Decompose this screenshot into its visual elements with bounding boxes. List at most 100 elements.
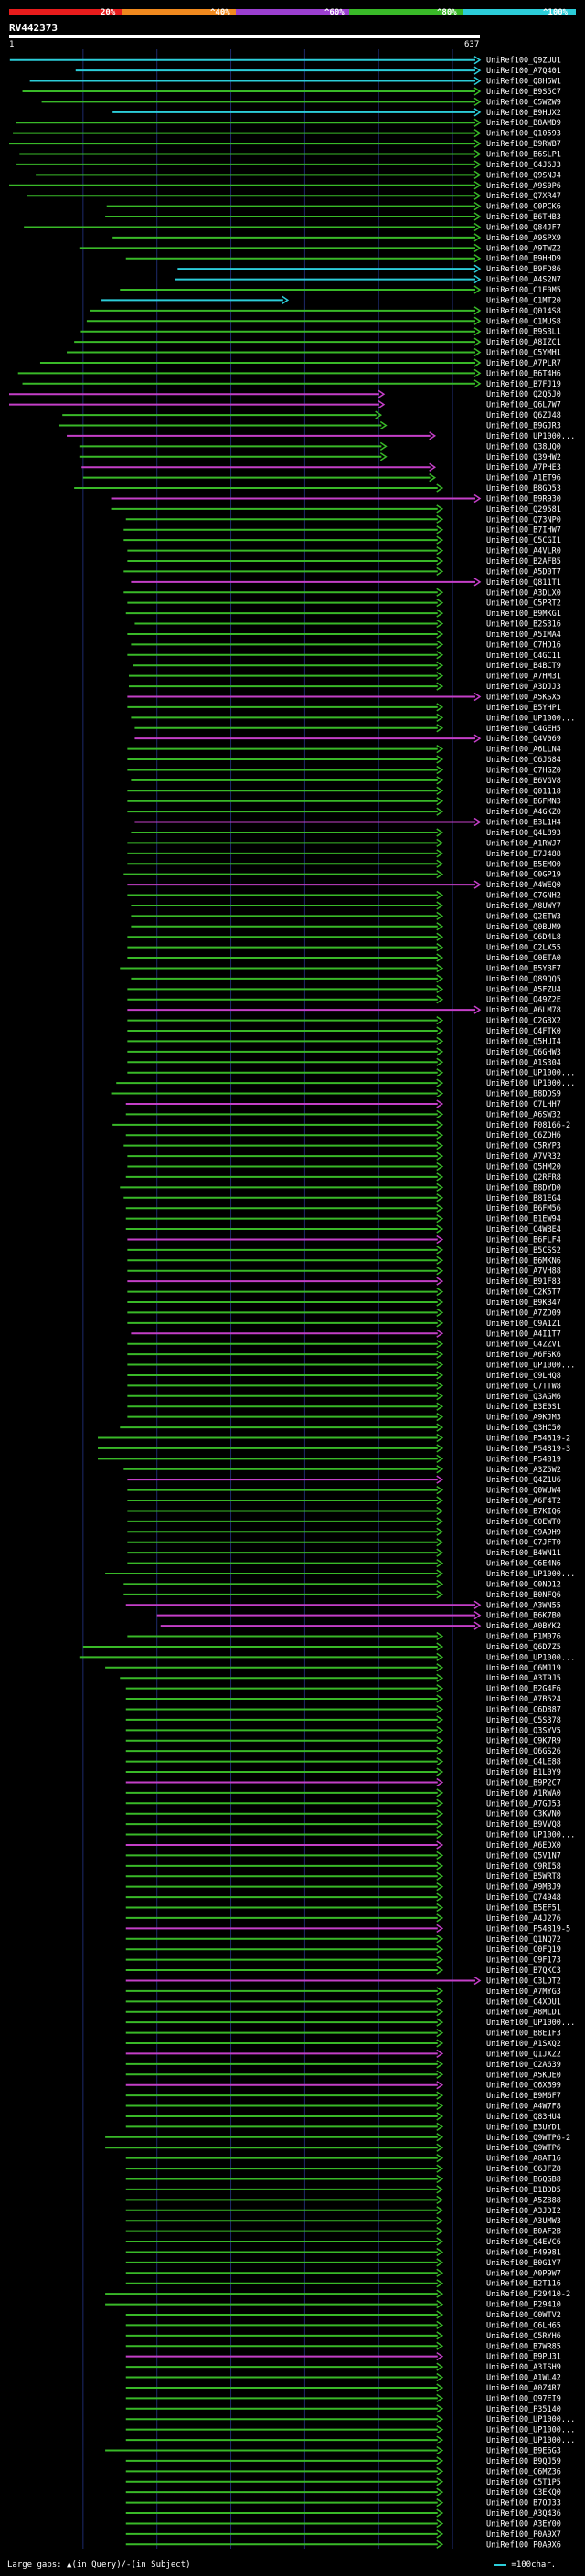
- hit-row[interactable]: UniRef100_A3WN55: [125, 1600, 561, 1610]
- hit-row[interactable]: UniRef100_A6LLN4: [127, 744, 561, 755]
- hit-label[interactable]: UniRef100_B9HHD9: [486, 255, 561, 264]
- hit-label[interactable]: UniRef100_C0WTV2: [486, 2311, 561, 2320]
- hit-row[interactable]: UniRef100_P08166-2: [112, 1120, 570, 1130]
- hit-label[interactable]: UniRef100_C1E0M5: [486, 286, 561, 295]
- hit-row[interactable]: UniRef100_Q5V1N7: [125, 1850, 561, 1860]
- hit-label[interactable]: UniRef100_A0P9W7: [486, 2269, 561, 2278]
- hit-row[interactable]: UniRef100_A1ET96: [82, 472, 561, 483]
- hit-row[interactable]: UniRef100_B6FLF4: [127, 1235, 561, 1245]
- hit-label[interactable]: UniRef100_Q4L893: [486, 829, 561, 838]
- hit-label[interactable]: UniRef100_A9SPX9: [486, 234, 561, 243]
- hit-label[interactable]: UniRef100_B6THB3: [486, 213, 561, 222]
- hit-row[interactable]: UniRef100_B5YHP1: [127, 703, 561, 713]
- hit-row[interactable]: UniRef100_A0BYK2: [160, 1621, 561, 1631]
- hit-label[interactable]: UniRef100_B3UYD1: [486, 2123, 561, 2132]
- hit-row[interactable]: UniRef100_C7JFT0: [127, 1538, 561, 1548]
- hit-label[interactable]: UniRef100_Q2RFR8: [486, 1173, 561, 1182]
- hit-row[interactable]: UniRef100_P29410: [105, 2299, 561, 2310]
- hit-row[interactable]: UniRef100_UP1000...: [131, 713, 575, 723]
- hit-label[interactable]: UniRef100_B6T4H6: [486, 369, 561, 378]
- hit-row[interactable]: UniRef100_Q4EVC6: [125, 2237, 561, 2247]
- hit-label[interactable]: UniRef100_C7TTW8: [486, 1382, 561, 1391]
- hit-row[interactable]: UniRef100_P54819-5: [125, 1924, 570, 1934]
- hit-label[interactable]: UniRef100_C7JFT0: [486, 1539, 561, 1548]
- hit-label[interactable]: UniRef100_B5EF51: [486, 1904, 561, 1913]
- hit-row[interactable]: UniRef100_B8DYD0: [120, 1182, 561, 1193]
- hit-label[interactable]: UniRef100_Q3SYV5: [486, 1726, 561, 1735]
- hit-label[interactable]: UniRef100_B9KB47: [486, 1299, 561, 1308]
- hit-row[interactable]: UniRef100_Q01118: [127, 786, 561, 796]
- hit-row[interactable]: UniRef100_A5Z888: [125, 2195, 561, 2205]
- hit-row[interactable]: UniRef100_C9A9H9: [127, 1527, 561, 1537]
- hit-label[interactable]: UniRef100_UP1000...: [486, 1362, 575, 1371]
- hit-row[interactable]: UniRef100_B7IHW7: [123, 525, 561, 535]
- hit-label[interactable]: UniRef100_B0NFQ6: [486, 1591, 561, 1600]
- hit-label[interactable]: UniRef100_C9A1Z1: [486, 1320, 561, 1329]
- hit-row[interactable]: UniRef100_A8AT16: [125, 2154, 561, 2164]
- hit-label[interactable]: UniRef100_C9F173: [486, 1956, 561, 1966]
- hit-row[interactable]: UniRef100_B9PU31: [125, 2352, 561, 2362]
- hit-label[interactable]: UniRef100_Q1NQ72: [486, 1935, 561, 1945]
- hit-label[interactable]: UniRef100_A5KUE0: [486, 2071, 561, 2080]
- hit-row[interactable]: UniRef100_UP1000...: [125, 2435, 575, 2445]
- hit-label[interactable]: UniRef100_UP1000...: [486, 1653, 575, 1662]
- hit-label[interactable]: UniRef100_A9S0P6: [486, 182, 561, 191]
- hit-label[interactable]: UniRef100_Q3HC50: [486, 1424, 561, 1433]
- hit-row[interactable]: UniRef100_C1E0M5: [120, 285, 561, 295]
- hit-row[interactable]: UniRef100_B9QJ59: [125, 2456, 561, 2466]
- hit-row[interactable]: UniRef100_A7VR32: [127, 1151, 561, 1161]
- hit-row[interactable]: UniRef100_Q0BUM9: [131, 922, 561, 932]
- hit-row[interactable]: UniRef100_A9S0P6: [9, 181, 561, 191]
- hit-row[interactable]: UniRef100_A1WL42: [125, 2372, 561, 2383]
- hit-label[interactable]: UniRef100_C0PCK6: [486, 203, 561, 212]
- hit-label[interactable]: UniRef100_UP1000...: [486, 2426, 575, 2435]
- hit-row[interactable]: UniRef100_B2AFB5: [127, 557, 561, 567]
- hit-row[interactable]: UniRef100_Q1JXZ2: [125, 2049, 561, 2059]
- hit-label[interactable]: UniRef100_B8DYD0: [486, 1183, 561, 1193]
- hit-row[interactable]: UniRef100_B9HHD9: [125, 254, 561, 264]
- hit-row[interactable]: UniRef100_P1M076: [127, 1631, 561, 1642]
- hit-label[interactable]: UniRef100_A8IZC1: [486, 338, 561, 347]
- hit-row[interactable]: UniRef100_C3KVN0: [125, 1809, 561, 1819]
- hit-row[interactable]: UniRef100_A1RWA0: [125, 1788, 561, 1798]
- hit-label[interactable]: UniRef100_B6SLP1: [486, 151, 561, 160]
- hit-label[interactable]: UniRef100_B7J488: [486, 850, 561, 859]
- hit-label[interactable]: UniRef100_A8MLD1: [486, 2009, 561, 2018]
- hit-row[interactable]: UniRef100_UP1000...: [125, 2425, 575, 2435]
- hit-row[interactable]: UniRef100_C2LX55: [127, 943, 561, 953]
- hit-label[interactable]: UniRef100_P1M076: [486, 1633, 561, 1642]
- hit-label[interactable]: UniRef100_A6EDX0: [486, 1841, 561, 1850]
- hit-label[interactable]: UniRef100_C4GC11: [486, 652, 561, 661]
- hit-row[interactable]: UniRef100_C4LE88: [125, 1756, 561, 1767]
- hit-label[interactable]: UniRef100_A7Q401: [486, 67, 561, 76]
- hit-label[interactable]: UniRef100_B4BCT9: [486, 662, 561, 671]
- hit-label[interactable]: UniRef100_Q83HU4: [486, 2113, 561, 2122]
- hit-row[interactable]: UniRef100_A7HM31: [128, 672, 561, 682]
- hit-label[interactable]: UniRef100_B9GJR3: [486, 422, 561, 431]
- hit-row[interactable]: UniRef100_Q9ZUU1: [9, 56, 561, 66]
- hit-label[interactable]: UniRef100_Q5HUI4: [486, 1037, 561, 1046]
- hit-label[interactable]: UniRef100_B0AF2B: [486, 2228, 561, 2237]
- hit-row[interactable]: UniRef100_B7OJ33: [125, 2497, 561, 2508]
- hit-row[interactable]: UniRef100_B9S5C7: [22, 87, 561, 97]
- hit-row[interactable]: UniRef100_C7TTW8: [127, 1381, 561, 1391]
- hit-row[interactable]: UniRef100_B0AF2B: [125, 2226, 561, 2237]
- hit-label[interactable]: UniRef100_C5S378: [486, 1716, 561, 1725]
- hit-label[interactable]: UniRef100_C0FQ19: [486, 1945, 561, 1955]
- hit-label[interactable]: UniRef100_A3ISH9: [486, 2363, 561, 2372]
- hit-row[interactable]: UniRef100_A3T9J5: [120, 1673, 561, 1683]
- hit-row[interactable]: UniRef100_A3UMW3: [125, 2216, 561, 2226]
- hit-label[interactable]: UniRef100_B0G1Y7: [486, 2259, 561, 2268]
- hit-row[interactable]: UniRef100_A6F4T2: [127, 1496, 561, 1506]
- hit-label[interactable]: UniRef100_Q6D7Z5: [486, 1643, 561, 1652]
- hit-row[interactable]: UniRef100_C5YMH1: [67, 347, 561, 358]
- hit-row[interactable]: UniRef100_C6MZ36: [125, 2466, 561, 2476]
- hit-row[interactable]: UniRef100_B9GJR3: [58, 420, 561, 431]
- hit-label[interactable]: UniRef100_A0BYK2: [486, 1622, 561, 1631]
- hit-label[interactable]: UniRef100_Q6GHW3: [486, 1048, 561, 1057]
- hit-row[interactable]: UniRef100_A4GKZ0: [127, 807, 561, 817]
- hit-row[interactable]: UniRef100_UP1000...: [125, 1829, 575, 1840]
- hit-row[interactable]: UniRef100_Q8H5W1: [29, 76, 561, 87]
- hit-label[interactable]: UniRef100_A7B524: [486, 1695, 561, 1704]
- hit-label[interactable]: UniRef100_P35140: [486, 2405, 561, 2414]
